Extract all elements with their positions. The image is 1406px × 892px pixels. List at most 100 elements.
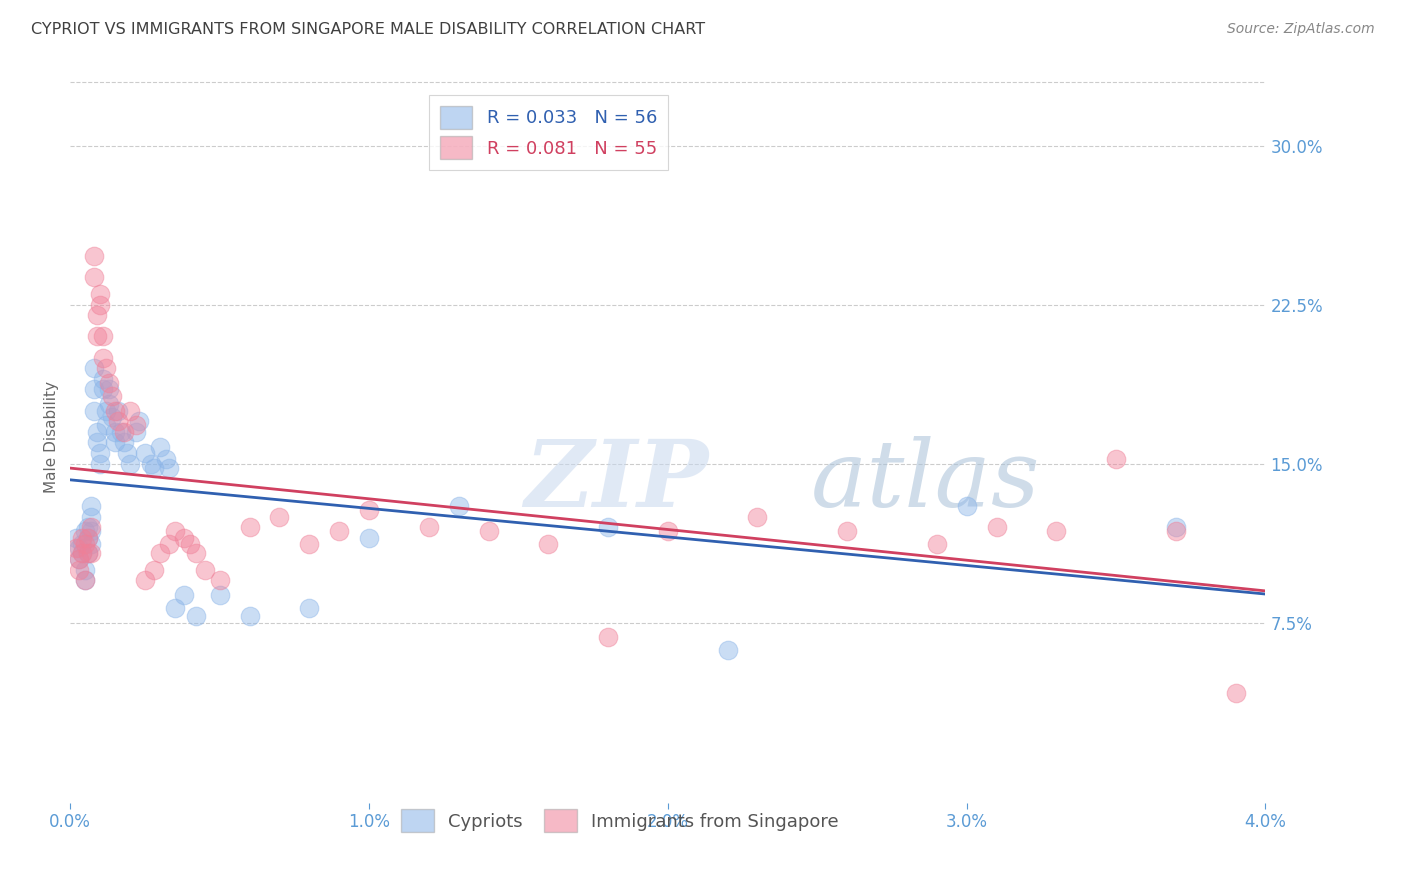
Point: [239, 520, 262, 534]
Point: [478, 524, 501, 539]
Text: CYPRIOT VS IMMIGRANTS FROM SINGAPORE MALE DISABILITY CORRELATION CHART: CYPRIOT VS IMMIGRANTS FROM SINGAPORE MAL…: [31, 22, 704, 37]
Point: [98, 383, 121, 397]
Point: [83, 403, 105, 417]
Point: [598, 631, 620, 645]
Point: [1045, 524, 1067, 539]
Point: [157, 460, 180, 475]
Point: [184, 546, 207, 560]
Point: [83, 361, 105, 376]
Point: [956, 499, 979, 513]
Point: [91, 372, 114, 386]
Point: [173, 588, 195, 602]
Point: [134, 446, 156, 460]
Point: [89, 287, 111, 301]
Point: [86, 435, 108, 450]
Point: [80, 524, 103, 539]
Point: [65, 531, 87, 545]
Point: [89, 297, 111, 311]
Point: [835, 524, 858, 539]
Point: [96, 361, 117, 376]
Point: [75, 537, 97, 551]
Point: [239, 609, 262, 624]
Point: [208, 588, 231, 602]
Text: ZIP: ZIP: [524, 436, 709, 526]
Point: [110, 425, 132, 439]
Point: [98, 376, 121, 390]
Point: [96, 418, 117, 433]
Point: [80, 546, 103, 560]
Point: [67, 563, 90, 577]
Point: [75, 573, 97, 587]
Point: [134, 573, 156, 587]
Point: [125, 418, 148, 433]
Point: [184, 609, 207, 624]
Point: [80, 509, 103, 524]
Point: [107, 414, 129, 428]
Point: [359, 503, 381, 517]
Point: [70, 546, 93, 560]
Point: [75, 524, 97, 539]
Point: [77, 531, 100, 545]
Point: [80, 499, 103, 513]
Point: [86, 425, 108, 439]
Point: [120, 457, 141, 471]
Point: [717, 643, 740, 657]
Point: [91, 351, 114, 365]
Point: [208, 573, 231, 587]
Point: [112, 425, 135, 439]
Point: [986, 520, 1008, 534]
Point: [149, 440, 172, 454]
Point: [98, 397, 121, 411]
Point: [91, 383, 114, 397]
Point: [75, 573, 97, 587]
Point: [418, 520, 440, 534]
Point: [96, 403, 117, 417]
Point: [537, 537, 560, 551]
Point: [89, 446, 111, 460]
Point: [328, 524, 350, 539]
Point: [359, 531, 381, 545]
Point: [70, 531, 93, 545]
Point: [143, 563, 166, 577]
Point: [112, 435, 135, 450]
Point: [86, 308, 108, 322]
Point: [747, 509, 769, 524]
Point: [83, 249, 105, 263]
Point: [107, 403, 129, 417]
Point: [157, 537, 180, 551]
Point: [70, 537, 93, 551]
Point: [104, 425, 127, 439]
Point: [65, 541, 87, 556]
Point: [179, 537, 201, 551]
Point: [128, 414, 150, 428]
Point: [83, 383, 105, 397]
Point: [1225, 685, 1247, 699]
Point: [298, 537, 321, 551]
Point: [77, 531, 100, 545]
Point: [269, 509, 291, 524]
Point: [657, 524, 679, 539]
Point: [1105, 452, 1128, 467]
Point: [149, 546, 172, 560]
Point: [80, 520, 103, 534]
Point: [104, 435, 127, 450]
Point: [125, 425, 148, 439]
Point: [143, 460, 166, 475]
Point: [80, 537, 103, 551]
Point: [298, 600, 321, 615]
Point: [86, 329, 108, 343]
Text: Source: ZipAtlas.com: Source: ZipAtlas.com: [1227, 22, 1375, 37]
Point: [1164, 524, 1187, 539]
Point: [598, 520, 620, 534]
Point: [70, 546, 93, 560]
Text: atlas: atlas: [811, 436, 1040, 526]
Point: [67, 552, 90, 566]
Point: [194, 563, 217, 577]
Point: [115, 446, 138, 460]
Point: [77, 546, 100, 560]
Point: [77, 546, 100, 560]
Point: [155, 452, 177, 467]
Point: [75, 563, 97, 577]
Point: [447, 499, 470, 513]
Point: [67, 552, 90, 566]
